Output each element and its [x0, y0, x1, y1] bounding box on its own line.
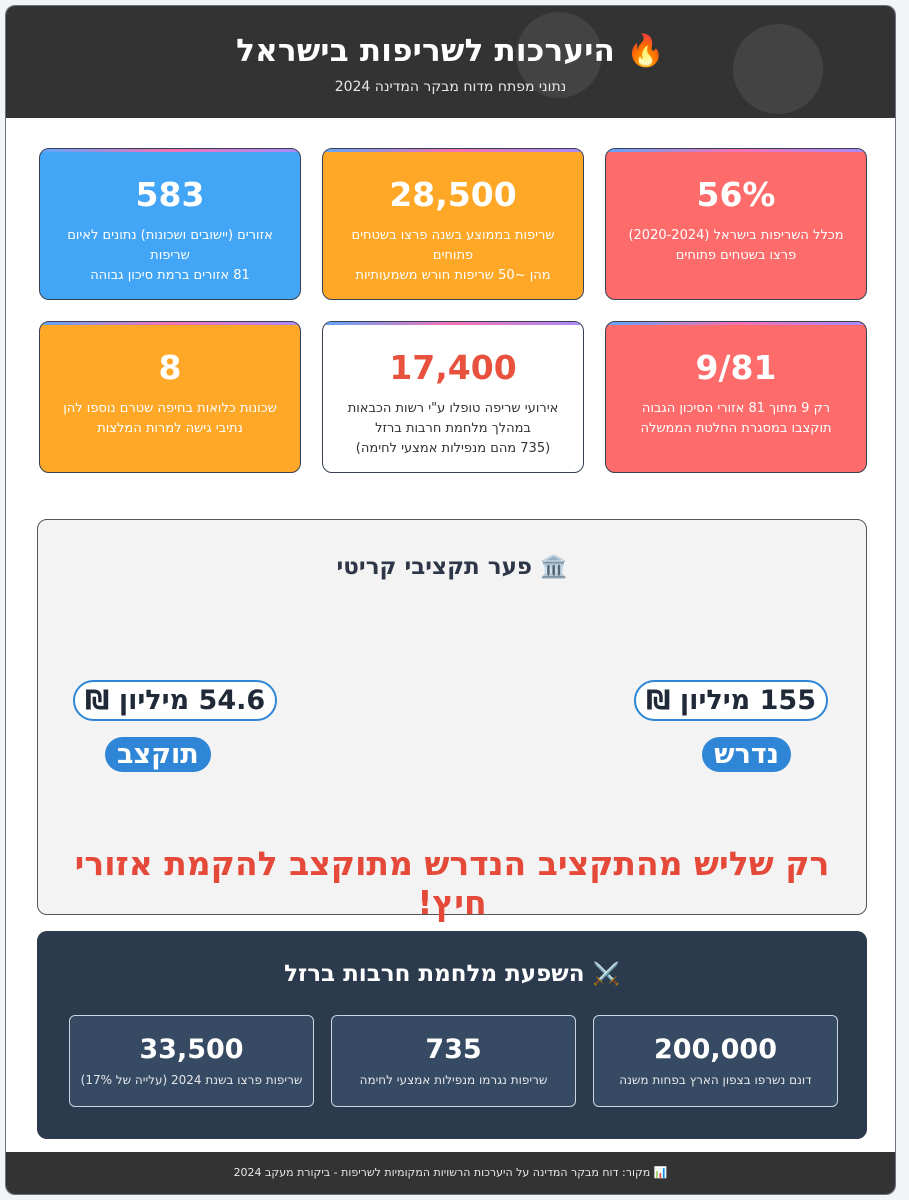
war-stat-value: 200,000	[654, 1034, 777, 1065]
stat-desc: שריפות בממוצע בשנה פרצו בשטחים פתוחים מהן…	[351, 228, 555, 283]
stat-value: 28,500	[389, 175, 517, 214]
war-stat-desc: שריפות נגרמו מנפילות אמצעי לחימה	[359, 1073, 548, 1087]
swords-icon: ⚔️	[592, 962, 620, 987]
bank-icon: 🏛️	[540, 555, 568, 580]
allocated-label: תוקצב	[105, 737, 211, 772]
stat-value: 17,400	[389, 348, 517, 387]
page-title: 🔥 היערכות לשריפות בישראל	[6, 6, 895, 69]
footer: 📊 מקור: דוח מבקר המדינה על היערכות הרשוי…	[6, 1152, 895, 1194]
war-stat: 200,000 דונם נשרפו בצפון הארץ בפחות משנה	[593, 1015, 838, 1107]
war-stat-desc: שריפות פרצו בשנת 2024 (עלייה של 17%)	[80, 1073, 303, 1087]
war-impact-section: ⚔️ השפעת מלחמת חרבות ברזל 200,000 דונם נ…	[37, 931, 867, 1139]
required-label: נדרש	[702, 737, 791, 772]
war-stat-value: 735	[425, 1034, 482, 1065]
stat-card: 56% מכלל השריפות בישראל (2020-2024) פרצו …	[605, 148, 867, 300]
infographic: 🔥 היערכות לשריפות בישראל נתוני מפתח מדוח…	[5, 5, 896, 1195]
stat-value: 56%	[696, 175, 776, 214]
decor-circle	[516, 12, 602, 98]
fire-icon: 🔥	[626, 33, 665, 69]
stat-card: 583 אזורים (יישובים ושכונות) נתונים לאיו…	[39, 148, 301, 300]
allocated-amount: 54.6 מיליון ₪	[73, 680, 278, 721]
stat-card: 17,400 אירועי שריפה טופלו ע"י רשות הכבאו…	[322, 321, 584, 473]
stat-card: 28,500 שריפות בממוצע בשנה פרצו בשטחים פת…	[322, 148, 584, 300]
footer-source: מקור: דוח מבקר המדינה על היערכות הרשויות…	[233, 1166, 651, 1179]
war-stat: 735 שריפות נגרמו מנפילות אמצעי לחימה	[331, 1015, 576, 1107]
stat-card: 9/81 רק 9 מתוך 81 אזורי הסיכון הגבוה תוקצ…	[605, 321, 867, 473]
page-subtitle: נתוני מפתח מדוח מבקר המדינה 2024	[334, 79, 567, 95]
budget-warning: רק שליש מהתקציב הנדרש מתוקצב להקמת אזורי…	[74, 844, 830, 922]
stat-desc: אירועי שריפה טופלו ע"י רשות הכבאות במהלך …	[347, 401, 559, 456]
page-title-text: היערכות לשריפות בישראל	[236, 33, 616, 69]
required-amount: 155 מיליון ₪	[634, 680, 828, 721]
war-title: ⚔️ השפעת מלחמת חרבות ברזל	[37, 961, 867, 987]
chart-icon: 📊	[653, 1166, 668, 1179]
budget-title-text: פער תקציבי קריטי	[336, 554, 533, 580]
stat-value: 8	[158, 348, 182, 387]
war-stat-desc: דונם נשרפו בצפון הארץ בפחות משנה	[619, 1073, 812, 1087]
war-title-text: השפעת מלחמת חרבות ברזל	[284, 961, 585, 987]
stat-desc: רק 9 מתוך 81 אזורי הסיכון הגבוה תוקצבו במ…	[640, 401, 832, 436]
stat-card: 8 שכונות כלואות בחיפה שטרם נוספו להן נתיב…	[39, 321, 301, 473]
stat-value: 9/81	[695, 348, 777, 387]
decor-circle	[733, 24, 823, 114]
stat-desc: אזורים (יישובים ושכונות) נתונים לאיום שר…	[67, 228, 273, 283]
stat-desc: מכלל השריפות בישראל (2020-2024) פרצו בשטח…	[628, 228, 844, 263]
stat-desc: שכונות כלואות בחיפה שטרם נוספו להן נתיבי …	[63, 401, 277, 436]
war-stat-value: 33,500	[139, 1034, 244, 1065]
budget-gap-section: 🏛️ פער תקציבי קריטי 155 מיליון ₪ נדרש 54…	[37, 519, 867, 922]
header: 🔥 היערכות לשריפות בישראל נתוני מפתח מדוח…	[6, 6, 895, 118]
war-stat: 33,500 שריפות פרצו בשנת 2024 (עלייה של 1…	[69, 1015, 314, 1107]
stat-value: 583	[135, 175, 205, 214]
budget-title: 🏛️ פער תקציבי קריטי	[38, 554, 866, 580]
